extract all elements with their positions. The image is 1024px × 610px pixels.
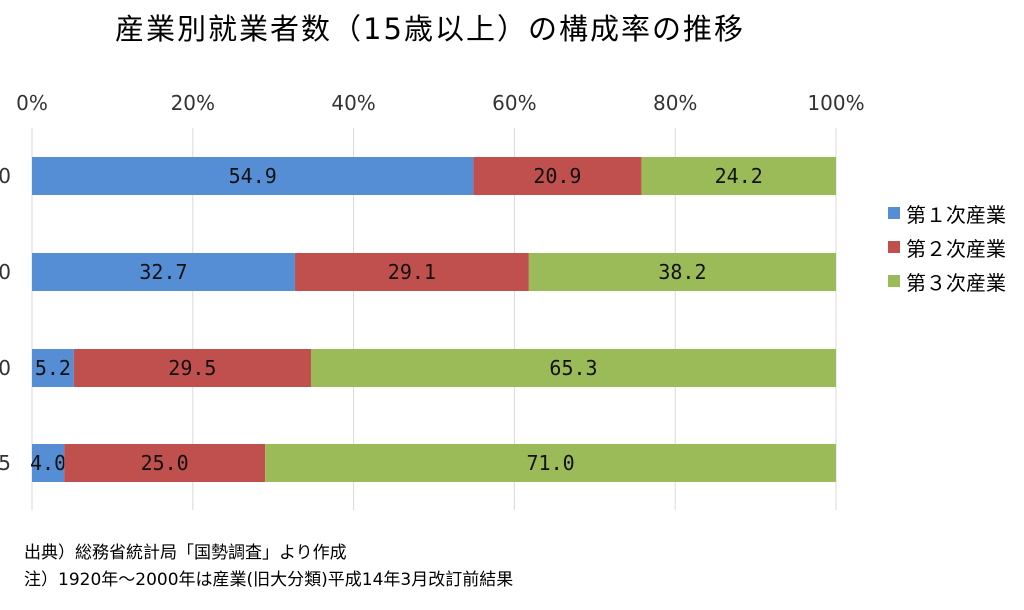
source-notes: 出典）総務省統計局「国勢調査」より作成 注）1920年～2000年は産業(旧大分… <box>24 540 513 594</box>
legend-swatch-series-1 <box>888 207 900 219</box>
legend-label: 第１次産業 <box>906 202 1006 227</box>
data-label: 4.0 <box>30 451 66 475</box>
bar-segment <box>32 349 74 387</box>
data-label: 20.9 <box>533 164 581 188</box>
bar-segment <box>265 444 836 482</box>
bar-segment <box>473 157 642 195</box>
bar-segment <box>528 253 836 291</box>
source-note: 出典）総務省統計局「国勢調査」より作成 <box>24 543 347 563</box>
bar-segment <box>32 157 474 195</box>
bar-segment <box>73 349 311 387</box>
data-label: 32.7 <box>139 260 187 284</box>
x-tick-label: 80% <box>653 91 697 115</box>
legend-label: 第２次産業 <box>906 236 1006 261</box>
bar-segment <box>641 157 836 195</box>
legend-swatch-series-3 <box>888 275 900 287</box>
bar-segment <box>32 444 65 482</box>
footnote: 注）1920年～2000年は産業(旧大分類)平成14年3月改訂前結果 <box>24 570 514 590</box>
x-tick-label: 100% <box>807 91 864 115</box>
category-label: 0 <box>0 356 11 380</box>
legend-item: 第３次産業 <box>888 264 1006 298</box>
data-label: 29.1 <box>388 260 436 284</box>
category-label: 0 <box>0 260 11 284</box>
data-label: 71.0 <box>526 451 574 475</box>
x-tick-label: 0% <box>16 91 48 115</box>
legend-item: 第２次産業 <box>888 230 1006 264</box>
bar-segment <box>32 253 295 291</box>
data-label: 65.3 <box>549 356 597 380</box>
bar-segment <box>294 253 529 291</box>
legend-swatch-series-2 <box>888 241 900 253</box>
x-tick-label: 60% <box>492 91 536 115</box>
data-label: 24.2 <box>715 164 763 188</box>
chart-title: 産業別就業者数（15歳以上）の構成率の推移 <box>115 12 745 46</box>
bar-segment <box>64 444 266 482</box>
data-label: 25.0 <box>141 451 189 475</box>
x-tick-label: 20% <box>171 91 215 115</box>
data-label: 29.5 <box>168 356 216 380</box>
legend: 第１次産業 第２次産業 第３次産業 <box>888 196 1006 298</box>
bar-segment <box>310 349 836 387</box>
x-tick-label: 40% <box>331 91 375 115</box>
legend-label: 第３次産業 <box>906 270 1006 295</box>
data-label: 5.2 <box>35 356 71 380</box>
data-label: 38.2 <box>658 260 706 284</box>
category-label: 0 <box>0 164 11 188</box>
data-label: 54.9 <box>229 164 277 188</box>
category-label: 5 <box>0 451 11 475</box>
legend-item: 第１次産業 <box>888 196 1006 230</box>
